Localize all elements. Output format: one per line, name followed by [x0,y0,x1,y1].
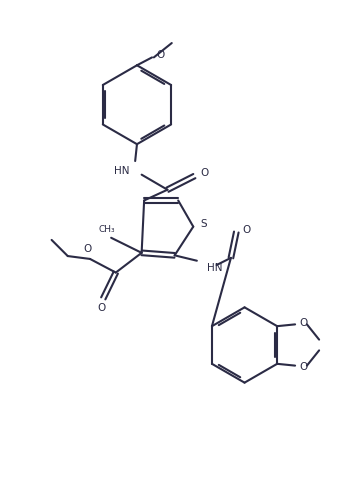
Text: O: O [242,225,251,235]
Text: HN: HN [207,263,222,273]
Text: HN: HN [114,166,129,176]
Text: O: O [157,50,165,60]
Text: O: O [299,318,307,328]
Text: O: O [83,244,91,254]
Text: O: O [97,303,105,313]
Text: O: O [299,362,307,373]
Text: O: O [200,168,208,177]
Text: S: S [200,219,207,229]
Text: CH₃: CH₃ [99,226,115,234]
